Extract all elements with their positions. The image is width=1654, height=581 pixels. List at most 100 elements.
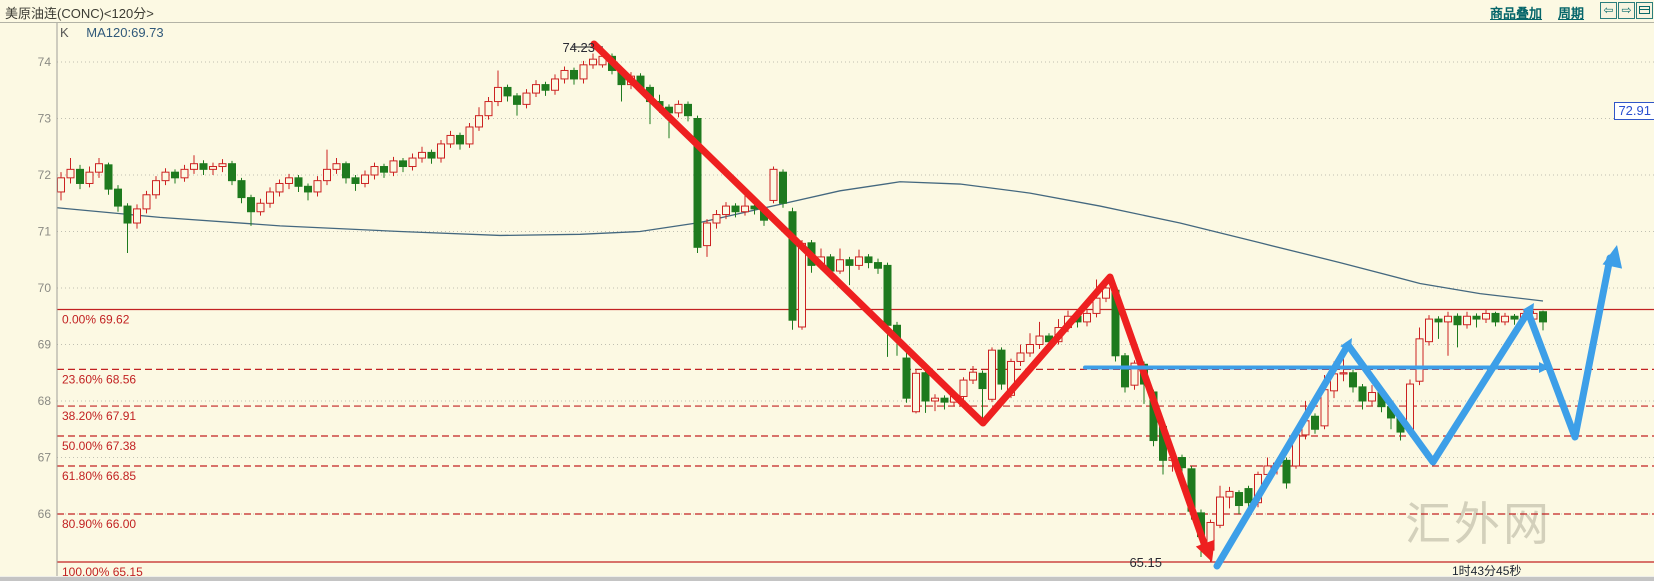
commodity-overlay-link[interactable]: 商品叠加 [1490, 6, 1543, 21]
indicator-legend: K MA120:69.73 [60, 25, 164, 40]
fibonacci-label: 80.90% 66.00 [62, 517, 136, 531]
candle-up [1092, 297, 1101, 314]
candle-up [57, 177, 65, 193]
candle-down [731, 205, 740, 213]
candle-up [969, 371, 977, 381]
candle-up [931, 397, 939, 402]
y-axis-tick-label: 69 [38, 338, 52, 352]
candle-up [285, 177, 293, 184]
candle-down [1311, 415, 1319, 430]
candle-up [1026, 344, 1034, 354]
candle-up [579, 64, 588, 80]
candle-down [399, 160, 407, 168]
candle-down [247, 197, 255, 213]
candle-up [475, 115, 483, 128]
candle-down [684, 103, 692, 117]
candle-down [1244, 488, 1253, 504]
candle-up [256, 202, 265, 213]
y-axis-tick-label: 72 [38, 168, 52, 182]
bar-countdown-timer: 1时43分45秒 [1452, 564, 1522, 578]
blue-trend-arrowhead [1602, 245, 1623, 269]
fibonacci-label: 50.00% 67.38 [62, 439, 136, 453]
candle-up [133, 208, 141, 224]
candle-up [741, 205, 749, 213]
candle-down [123, 205, 132, 224]
candle-up [1130, 362, 1139, 386]
scroll-left-button[interactable]: ⇦ [1600, 2, 1617, 19]
candle-up [722, 205, 730, 216]
candle-up [66, 168, 75, 179]
candle-down [902, 357, 911, 399]
candle-up [1339, 372, 1348, 375]
candle-down [874, 262, 882, 269]
candle-up [1216, 496, 1224, 526]
right-arrow-icon: ⇨ [1621, 3, 1632, 17]
scroll-right-button[interactable]: ⇨ [1618, 2, 1635, 19]
title-bar: 美原油连(CONC)<120分> 商品叠加 周期 ⇦ ⇨ [0, 0, 1654, 23]
candle-up [1083, 312, 1091, 323]
candle-down [342, 163, 350, 179]
red-down-arrowhead [1195, 539, 1215, 562]
candle-down [921, 372, 930, 402]
split-window-icon [1639, 6, 1650, 14]
axis-price-marker: 72.91 [1614, 102, 1654, 120]
candle-up [218, 163, 227, 168]
period-link[interactable]: 周期 [1558, 6, 1585, 21]
candle-down [1453, 315, 1462, 326]
candle-up [484, 101, 493, 117]
fibonacci-label: 0.00% 69.62 [62, 312, 130, 326]
blue-trend-arrowhead [1340, 338, 1352, 353]
fibonacci-label: 61.80% 66.85 [62, 469, 136, 483]
candle-up [703, 222, 711, 247]
candle-up [912, 372, 920, 413]
y-axis-tick-label: 74 [38, 55, 52, 69]
candle-down [788, 211, 797, 321]
split-window-button[interactable] [1636, 2, 1653, 19]
fibonacci-label: 23.60% 68.56 [62, 372, 136, 386]
candle-up [323, 168, 331, 182]
candle-down [864, 256, 873, 264]
candle-down [171, 171, 179, 179]
candle-up [589, 58, 597, 66]
candle-up [209, 166, 217, 170]
candle-down [351, 177, 360, 184]
chart-type-label: K [60, 25, 69, 40]
y-axis-tick-label: 67 [38, 451, 52, 465]
candle-up [674, 103, 683, 114]
candle-up [85, 171, 94, 184]
candle-down [1349, 372, 1357, 388]
candle-down [1510, 315, 1519, 320]
candle-up [494, 86, 502, 103]
candle-up [1425, 318, 1433, 343]
candle-down [294, 177, 303, 187]
blue-trend-zigzag [1213, 254, 1614, 570]
swing-high-label: 74.23 [562, 40, 595, 55]
candle-down [845, 259, 854, 266]
candle-up [1225, 490, 1234, 498]
candle-down [104, 164, 113, 190]
candle-up [142, 194, 151, 210]
candle-down [978, 372, 987, 390]
candle-down [304, 185, 312, 193]
candle-up [437, 143, 445, 159]
candle-down [997, 349, 1006, 385]
candle-up [389, 160, 398, 173]
fibonacci-label: 38.20% 67.91 [62, 409, 136, 423]
candle-down [883, 264, 892, 326]
candle-up [446, 134, 455, 145]
bottom-divider-bar [0, 576, 1654, 581]
candle-up [95, 163, 103, 173]
candle-up [1035, 335, 1044, 345]
candle-up [418, 151, 426, 159]
candle-up [161, 171, 170, 182]
candle-up [988, 349, 996, 400]
candle-up [1501, 315, 1509, 323]
candle-up [769, 168, 778, 201]
swing-low-label: 65.15 [1129, 555, 1162, 570]
candle-up [370, 166, 379, 176]
y-axis-tick-label: 73 [38, 112, 52, 126]
candle-down [1358, 386, 1367, 402]
candle-up [152, 180, 160, 196]
